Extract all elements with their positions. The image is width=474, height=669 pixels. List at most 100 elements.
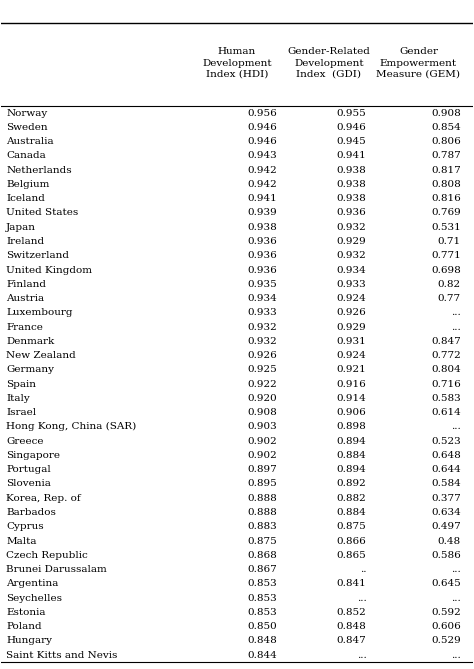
Text: 0.922: 0.922 [247, 379, 277, 389]
Text: 0.716: 0.716 [431, 379, 461, 389]
Text: 0.82: 0.82 [438, 280, 461, 289]
Text: Italy: Italy [6, 394, 30, 403]
Text: ..: .. [360, 565, 366, 574]
Text: 0.921: 0.921 [337, 365, 366, 375]
Text: Switzerland: Switzerland [6, 252, 69, 260]
Text: New Zealand: New Zealand [6, 351, 76, 360]
Text: 0.902: 0.902 [247, 451, 277, 460]
Text: 0.853: 0.853 [247, 593, 277, 603]
Text: Poland: Poland [6, 622, 42, 631]
Text: 0.946: 0.946 [247, 123, 277, 132]
Text: Hungary: Hungary [6, 636, 52, 646]
Text: 0.936: 0.936 [337, 209, 366, 217]
Text: United States: United States [6, 209, 78, 217]
Text: 0.816: 0.816 [431, 194, 461, 203]
Text: 0.931: 0.931 [337, 337, 366, 346]
Text: 0.771: 0.771 [431, 252, 461, 260]
Text: Seychelles: Seychelles [6, 593, 62, 603]
Text: 0.875: 0.875 [247, 537, 277, 545]
Text: 0.945: 0.945 [337, 137, 366, 146]
Text: Australia: Australia [6, 137, 54, 146]
Text: 0.924: 0.924 [337, 294, 366, 303]
Text: 0.377: 0.377 [431, 494, 461, 502]
Text: ...: ... [357, 651, 366, 660]
Text: 0.936: 0.936 [247, 266, 277, 274]
Text: Japan: Japan [6, 223, 36, 231]
Text: 0.644: 0.644 [431, 465, 461, 474]
Text: Germany: Germany [6, 365, 54, 375]
Text: 0.926: 0.926 [337, 308, 366, 317]
Text: 0.853: 0.853 [247, 579, 277, 588]
Text: Estonia: Estonia [6, 608, 46, 617]
Text: United Kingdom: United Kingdom [6, 266, 92, 274]
Text: 0.645: 0.645 [431, 579, 461, 588]
Text: 0.934: 0.934 [247, 294, 277, 303]
Text: Malta: Malta [6, 537, 36, 545]
Text: 0.916: 0.916 [337, 379, 366, 389]
Text: 0.929: 0.929 [337, 237, 366, 246]
Text: 0.933: 0.933 [337, 280, 366, 289]
Text: Iceland: Iceland [6, 194, 45, 203]
Text: 0.956: 0.956 [247, 108, 277, 118]
Text: Cyprus: Cyprus [6, 522, 44, 531]
Text: 0.583: 0.583 [431, 394, 461, 403]
Text: 0.938: 0.938 [337, 166, 366, 175]
Text: 0.908: 0.908 [247, 408, 277, 417]
Text: 0.906: 0.906 [337, 408, 366, 417]
Text: 0.938: 0.938 [337, 194, 366, 203]
Text: 0.806: 0.806 [431, 137, 461, 146]
Text: 0.523: 0.523 [431, 437, 461, 446]
Text: 0.71: 0.71 [438, 237, 461, 246]
Text: Gender-Related
Development
Index  (GDI): Gender-Related Development Index (GDI) [287, 47, 370, 79]
Text: Norway: Norway [6, 108, 47, 118]
Text: 0.804: 0.804 [431, 365, 461, 375]
Text: 0.48: 0.48 [438, 537, 461, 545]
Text: 0.925: 0.925 [247, 365, 277, 375]
Text: 0.924: 0.924 [337, 351, 366, 360]
Text: 0.942: 0.942 [247, 180, 277, 189]
Text: 0.888: 0.888 [247, 494, 277, 502]
Text: 0.853: 0.853 [247, 608, 277, 617]
Text: Portugal: Portugal [6, 465, 51, 474]
Text: ...: ... [451, 651, 461, 660]
Text: 0.938: 0.938 [337, 180, 366, 189]
Text: ...: ... [451, 308, 461, 317]
Text: 0.908: 0.908 [431, 108, 461, 118]
Text: ...: ... [451, 422, 461, 432]
Text: Finland: Finland [6, 280, 46, 289]
Text: 0.941: 0.941 [337, 151, 366, 161]
Text: 0.934: 0.934 [337, 266, 366, 274]
Text: 0.847: 0.847 [431, 337, 461, 346]
Text: 0.848: 0.848 [247, 636, 277, 646]
Text: 0.531: 0.531 [431, 223, 461, 231]
Text: 0.884: 0.884 [337, 508, 366, 517]
Text: Netherlands: Netherlands [6, 166, 72, 175]
Text: 0.584: 0.584 [431, 480, 461, 488]
Text: 0.882: 0.882 [337, 494, 366, 502]
Text: Greece: Greece [6, 437, 44, 446]
Text: 0.942: 0.942 [247, 166, 277, 175]
Text: 0.941: 0.941 [247, 194, 277, 203]
Text: 0.902: 0.902 [247, 437, 277, 446]
Text: 0.946: 0.946 [247, 137, 277, 146]
Text: 0.936: 0.936 [247, 252, 277, 260]
Text: 0.892: 0.892 [337, 480, 366, 488]
Text: 0.894: 0.894 [337, 437, 366, 446]
Text: 0.852: 0.852 [337, 608, 366, 617]
Text: 0.888: 0.888 [247, 508, 277, 517]
Text: 0.936: 0.936 [247, 237, 277, 246]
Text: 0.529: 0.529 [431, 636, 461, 646]
Text: 0.898: 0.898 [337, 422, 366, 432]
Text: 0.943: 0.943 [247, 151, 277, 161]
Text: 0.903: 0.903 [247, 422, 277, 432]
Text: Human
Development
Index (HDI): Human Development Index (HDI) [202, 47, 272, 79]
Text: ...: ... [451, 565, 461, 574]
Text: 0.946: 0.946 [337, 123, 366, 132]
Text: 0.955: 0.955 [337, 108, 366, 118]
Text: 0.648: 0.648 [431, 451, 461, 460]
Text: 0.939: 0.939 [247, 209, 277, 217]
Text: 0.935: 0.935 [247, 280, 277, 289]
Text: Spain: Spain [6, 379, 36, 389]
Text: 0.914: 0.914 [337, 394, 366, 403]
Text: 0.606: 0.606 [431, 622, 461, 631]
